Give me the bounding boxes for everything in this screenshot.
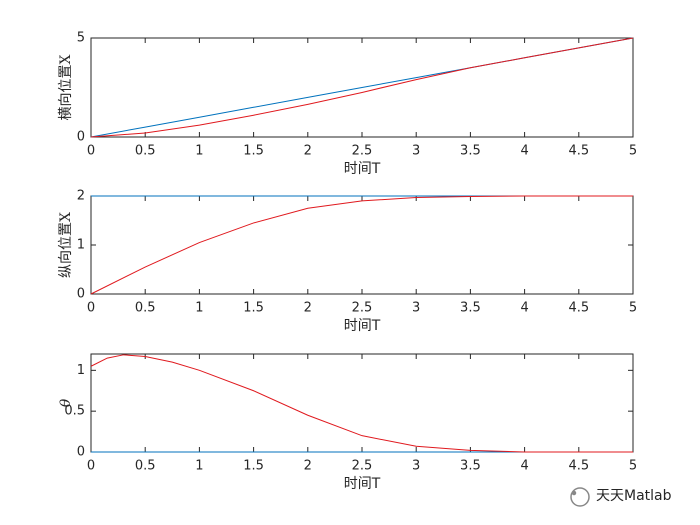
x-tick-label: 4.5 [568, 301, 589, 316]
x-tick-label: 3.5 [460, 144, 481, 159]
x-tick-label: 2.5 [352, 144, 373, 159]
x-tick-label: 2.5 [352, 301, 373, 316]
axes-box [90, 195, 634, 295]
x-tick-label: 3 [412, 144, 420, 159]
series-line [90, 354, 633, 453]
x-tick-label: 5 [629, 459, 637, 474]
x-tick-label: 4 [520, 301, 528, 316]
y-tick-label: 5 [77, 31, 85, 46]
y-tick-label: 0 [77, 445, 85, 460]
x-tick-label: 1 [195, 301, 203, 316]
x-tick-label: 0.5 [135, 459, 156, 474]
axes-box [90, 353, 634, 453]
series-line [90, 37, 634, 138]
x-tick-label: 4 [520, 144, 528, 159]
y-axis-label: 横向位置X [58, 54, 74, 120]
x-tick-label: 3.5 [460, 459, 481, 474]
series-line [90, 195, 633, 295]
y-tick-label: 0.5 [64, 404, 85, 419]
x-tick-label: 3.5 [460, 301, 481, 316]
x-tick-label: 4.5 [568, 144, 589, 159]
y-tick-label: 2 [77, 189, 85, 204]
y-tick-label: 1 [77, 238, 85, 253]
x-axis-label: 时间T [344, 476, 381, 492]
x-tick-label: 3 [412, 301, 420, 316]
watermark: 天天Matlab [596, 488, 672, 504]
x-tick-label: 4 [520, 459, 528, 474]
x-tick-label: 1.5 [243, 459, 264, 474]
x-tick-label: 0.5 [135, 144, 156, 159]
x-tick-label: 5 [629, 144, 637, 159]
x-tick-label: 0 [87, 144, 95, 159]
x-tick-label: 3 [412, 459, 420, 474]
y-tick-label: 0 [77, 130, 85, 145]
x-tick-label: 5 [629, 301, 637, 316]
x-tick-label: 0 [87, 459, 95, 474]
x-tick-label: 4.5 [568, 459, 589, 474]
x-tick-label: 0 [87, 301, 95, 316]
x-tick-label: 1 [195, 459, 203, 474]
x-axis-label: 时间T [344, 318, 381, 334]
watermark-icon [570, 487, 590, 507]
y-tick-label: 1 [77, 363, 85, 378]
x-tick-label: 1 [195, 144, 203, 159]
x-tick-label: 2 [304, 301, 312, 316]
x-tick-label: 0.5 [135, 301, 156, 316]
x-axis-label: 时间T [344, 161, 381, 177]
x-tick-label: 1.5 [243, 301, 264, 316]
x-tick-label: 2 [304, 144, 312, 159]
x-tick-label: 1.5 [243, 144, 264, 159]
y-axis-label: 纵向位置X [58, 212, 74, 278]
y-tick-label: 0 [77, 287, 85, 302]
x-tick-label: 2 [304, 459, 312, 474]
y-axis-label: θ [58, 398, 74, 407]
x-tick-label: 2.5 [352, 459, 373, 474]
